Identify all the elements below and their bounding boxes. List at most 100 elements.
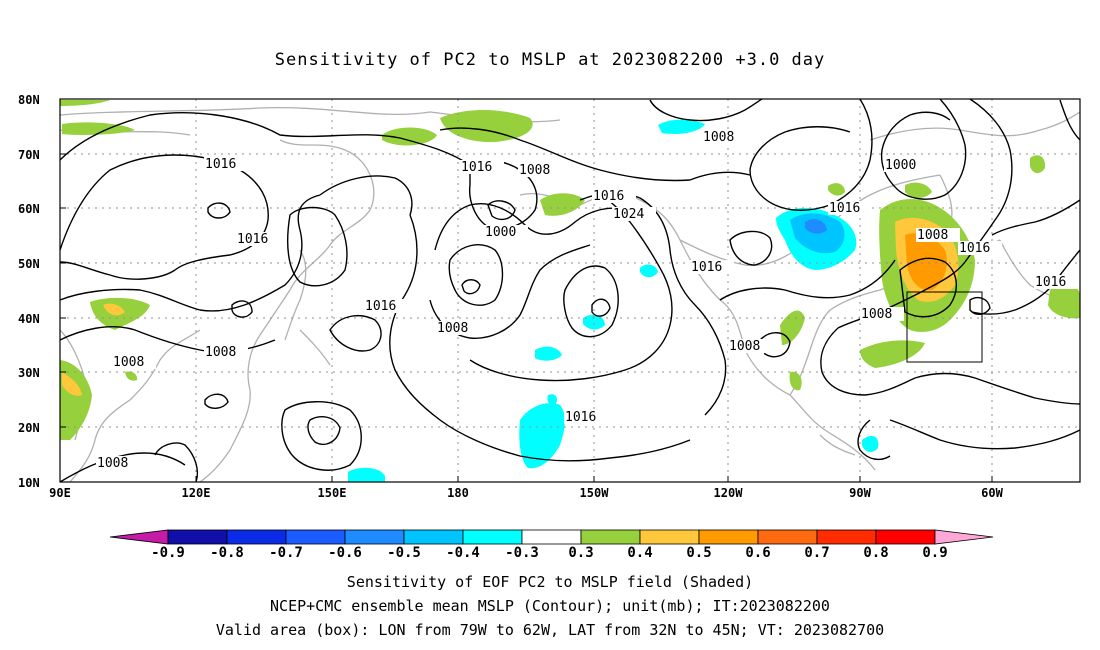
lat-label: 60N (18, 202, 40, 216)
lon-label: 120W (714, 486, 744, 500)
negative-sensitivity-patch (805, 219, 827, 234)
colorbar-label: -0.4 (446, 545, 480, 561)
colorbar-label: 0.5 (686, 545, 711, 561)
colorbar-arrow-low (109, 529, 169, 545)
lat-label: 10N (18, 476, 40, 490)
contour-label: 1016 (461, 160, 492, 175)
contour-label: 1016 (593, 189, 624, 204)
contour-label: 1008 (917, 228, 948, 243)
colorbar-label: 0.8 (863, 545, 888, 561)
negative-sensitivity-patch (640, 264, 658, 278)
negative-sensitivity-patch (519, 403, 565, 469)
colorbar-cell (639, 529, 700, 545)
lat-label: 80N (18, 93, 40, 107)
colorbar-cell (875, 529, 936, 545)
colorbar-label: 0.7 (804, 545, 829, 561)
colorbar-cell (344, 529, 405, 545)
colorbar-label: 0.3 (568, 545, 593, 561)
page-title: Sensitivity of PC2 to MSLP at 2023082200… (274, 50, 826, 70)
contour-label: 1008 (729, 339, 760, 354)
positive-sensitivity-patch (62, 372, 82, 396)
valid-area-box (906, 291, 983, 363)
positive-sensitivity-patch (382, 127, 437, 146)
positive-sensitivity-patch (789, 371, 802, 391)
negative-sensitivity-patch (862, 435, 879, 452)
contour-label: 1016 (205, 157, 236, 172)
lon-label: 60W (981, 486, 1003, 500)
lat-label: 20N (18, 421, 40, 435)
positive-sensitivity-patch (860, 340, 925, 368)
positive-sensitivity-patch (440, 110, 533, 143)
caption-line-1: Sensitivity of EOF PC2 to MSLP field (Sh… (346, 573, 754, 591)
lon-axis-labels: 90E 120E 150E 180 150W 120W 90W 60W (49, 486, 1003, 500)
contour-label: 1008 (205, 345, 236, 360)
colorbar-arrow-high (934, 529, 994, 545)
contour-label: 1016 (691, 260, 722, 275)
plot-frame (59, 98, 1081, 483)
gridlines (60, 99, 1080, 482)
positive-sensitivity-patch (905, 233, 947, 291)
caption-line-3: Valid area (box): LON from 79W to 62W, L… (215, 621, 885, 639)
colorbar-label: -0.3 (505, 545, 539, 561)
positive-sensitivity-patch (1030, 155, 1046, 174)
colorbar-label: -0.5 (387, 545, 421, 561)
lon-label: 90W (849, 486, 871, 500)
colorbar-label: -0.9 (151, 545, 185, 561)
colorbar-cell (403, 529, 464, 545)
colorbar-label: -0.7 (269, 545, 303, 561)
contour-label: 1008 (519, 163, 550, 178)
lat-label: 40N (18, 312, 40, 326)
colorbar-label: 0.9 (922, 545, 947, 561)
colorbar-cell (816, 529, 877, 545)
colorbar-cell (167, 529, 228, 545)
contour-label: 1008 (861, 307, 892, 322)
positive-sensitivity-patch (905, 182, 932, 198)
lat-label: 50N (18, 257, 40, 271)
negative-sensitivity-patch (348, 467, 385, 482)
positive-sensitivity-patch (828, 183, 845, 196)
colorbar-cell (285, 529, 346, 545)
lat-label: 70N (18, 148, 40, 162)
positive-sensitivity-patch (1048, 283, 1080, 319)
negative-sensitivity-patch (535, 346, 562, 361)
colorbar-label: -0.6 (328, 545, 362, 561)
negative-sensitivity-patch (658, 119, 705, 134)
lon-label: 120E (182, 486, 211, 500)
caption-line-2: NCEP+CMC ensemble mean MSLP (Contour); u… (270, 597, 830, 615)
negative-sensitivity-patch (547, 394, 558, 406)
axis-ticks (60, 98, 993, 483)
positive-sensitivity-patch (60, 100, 110, 106)
contour-label: 1016 (1035, 275, 1066, 290)
lon-label: 150W (580, 486, 610, 500)
contour-label: 1008 (437, 321, 468, 336)
contour-label: 1016 (565, 410, 596, 425)
lon-label: 90E (49, 486, 71, 500)
contour-label: 1016 (959, 241, 990, 256)
colorbar-label: 0.6 (745, 545, 770, 561)
colorbar-label: -0.8 (210, 545, 244, 561)
colorbar-cell (757, 529, 818, 545)
contour-label: 1016 (829, 201, 860, 216)
lon-label: 180 (447, 486, 469, 500)
contour-label-group: 1016 1016 1016 1008 1008 1008 1016 1008 … (96, 130, 1078, 471)
contour-label: 1008 (703, 130, 734, 145)
contour-label: 1016 (365, 299, 396, 314)
colorbar-cell (698, 529, 759, 545)
mslp-contours (59, 98, 1081, 483)
contour-label: 1000 (485, 225, 516, 240)
positive-sensitivity-patch (540, 193, 585, 216)
lon-label: 150E (318, 486, 347, 500)
lat-axis-labels: 80N 70N 60N 50N 40N 30N 20N 10N (18, 93, 40, 490)
lat-label: 30N (18, 366, 40, 380)
positive-sensitivity-patch (103, 303, 125, 316)
colorbar-cell (521, 529, 582, 545)
contour-label: 1008 (113, 355, 144, 370)
positive-sensitivity-patch (125, 371, 138, 381)
colorbar: -0.9 -0.8 -0.7 -0.6 -0.5 -0.4 -0.3 0.3 0.4 0.5 0.6… (109, 529, 994, 561)
colorbar-cell (226, 529, 287, 545)
contour-label: 1000 (885, 158, 916, 173)
colorbar-cell (580, 529, 641, 545)
colorbar-label: 0.4 (627, 545, 652, 561)
contour-label: 1024 (613, 207, 644, 222)
